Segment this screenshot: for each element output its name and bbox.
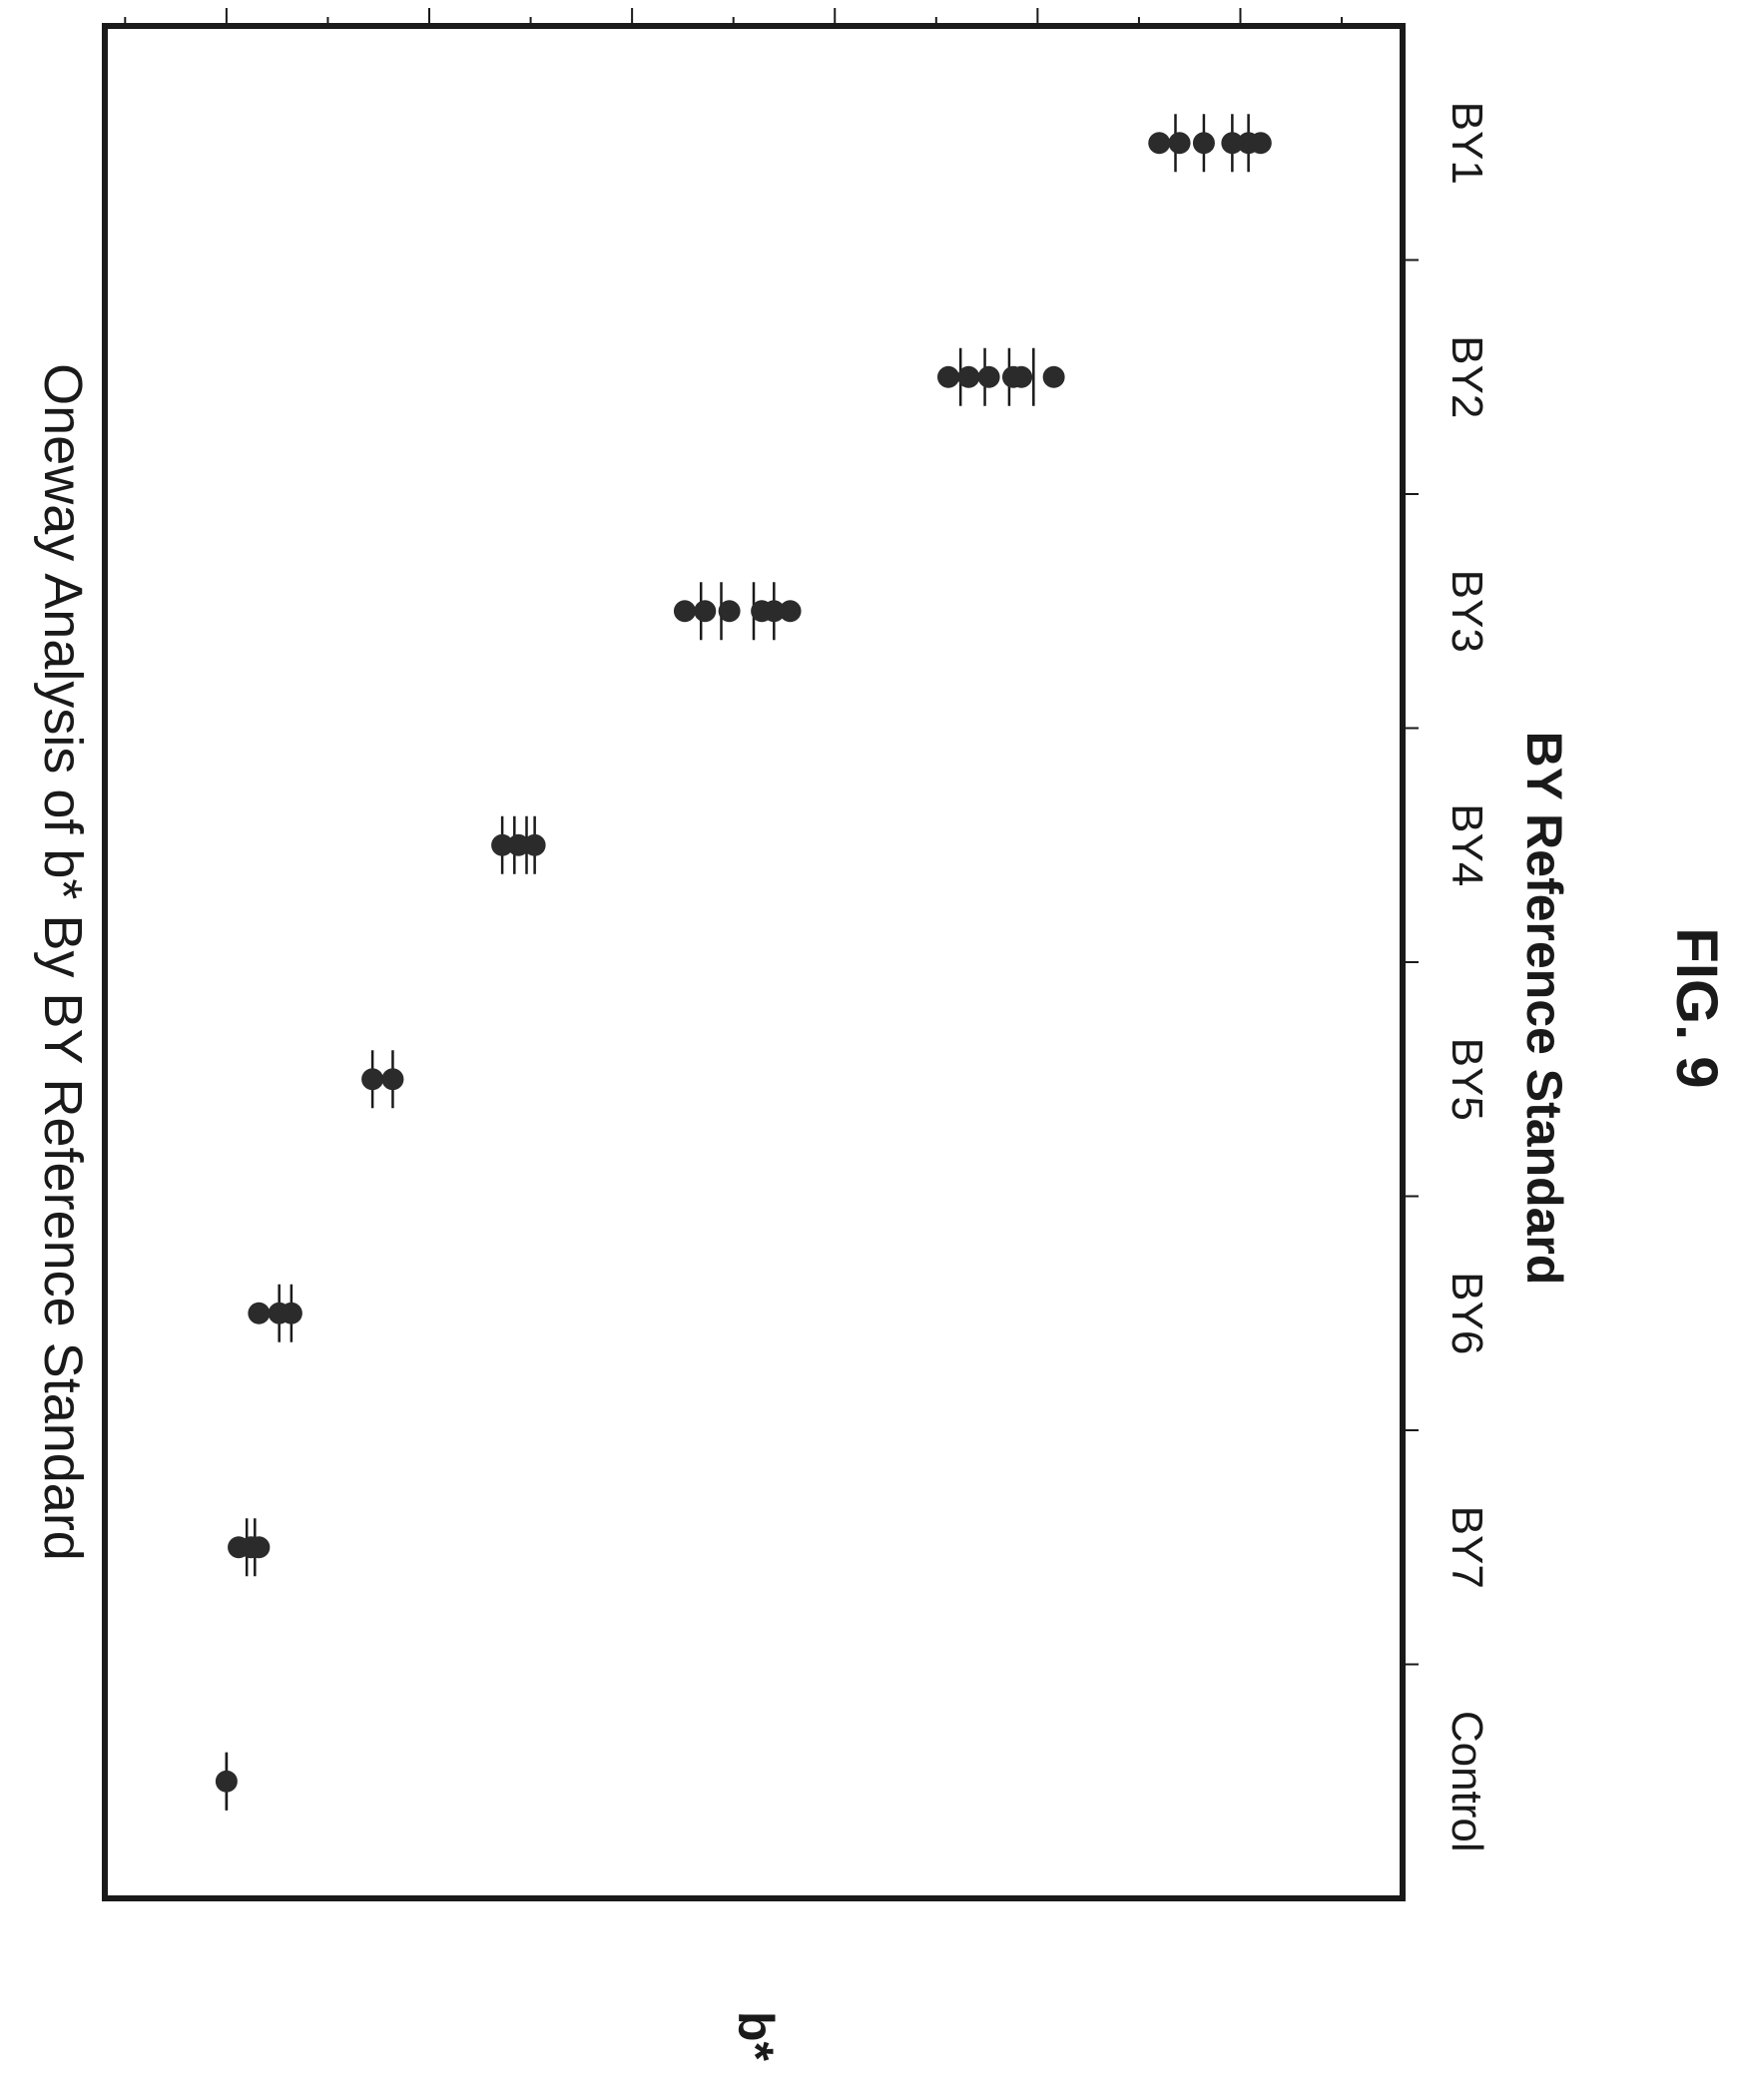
data-point [1148,132,1171,155]
data-point [1168,132,1191,155]
data-point [937,365,959,388]
data-point [215,1770,238,1793]
data-point [1002,365,1024,388]
data-point [1042,365,1065,388]
data-point [361,1068,384,1091]
data-point [673,600,696,623]
x-axis: BY1 BY2 BY3 BY4 BY5 BY6 BY7 Control [1403,102,1491,1852]
data-point [1221,132,1244,155]
data-point [268,1302,290,1324]
data-point [977,365,1000,388]
x-tick-label: BY5 [1443,1038,1491,1121]
data-point [248,1302,271,1324]
plot-frame [102,23,1406,1901]
y-axis: 0510152025 [124,8,1344,26]
data-point [1192,132,1215,155]
data-point [507,833,530,856]
data-point [381,1068,404,1091]
data-point [491,833,514,856]
figure-label: FIG. 9 [1664,927,1729,1088]
chart-title: Oneway Analysis of b* By BY Reference St… [33,363,93,1561]
x-axis-label: BY Reference Standard [1516,732,1572,1286]
data-point [523,833,546,856]
data-point [779,600,802,623]
data-marks [215,114,1272,1811]
data-point [718,600,741,623]
x-tick-label: BY2 [1443,335,1491,418]
data-point [1237,132,1260,155]
x-tick-label: BY4 [1443,803,1491,886]
x-tick-label: BY6 [1443,1272,1491,1354]
data-point [694,600,717,623]
y-axis-label: b* [728,2011,784,2062]
x-tick-label: BY7 [1443,1506,1491,1589]
data-point [957,365,980,388]
x-tick-label: BY1 [1443,102,1491,185]
data-point [751,600,774,623]
x-tick-label: Control [1443,1711,1491,1852]
x-tick-label: BY3 [1443,570,1491,653]
data-point [228,1536,251,1559]
